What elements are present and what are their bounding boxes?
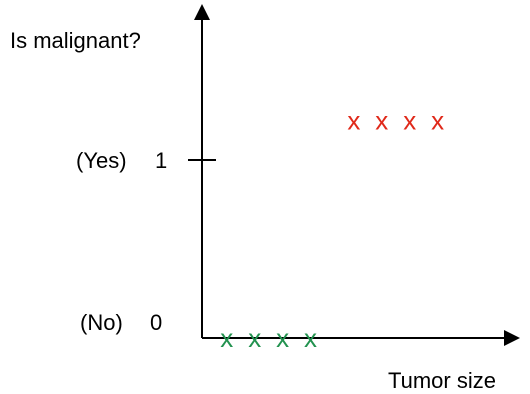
y-tick-label-0: 0	[150, 310, 162, 335]
y-axis-label: Is malignant?	[10, 28, 141, 53]
data-point-x-marker: x	[276, 323, 289, 353]
data-point-x-marker: x	[304, 323, 317, 353]
data-point-x-marker: x	[347, 106, 360, 136]
y-tick-label-1: 1	[155, 148, 167, 173]
x-axis-label: Tumor size	[388, 368, 496, 393]
data-point-x-marker: x	[403, 106, 416, 136]
data-points: x x x xx x x x	[220, 106, 444, 353]
data-point-x-marker: x	[248, 323, 261, 353]
data-point-x-marker: x	[220, 323, 233, 353]
y-tick-category-yes: (Yes)	[76, 148, 127, 173]
data-point-x-marker: x	[431, 106, 444, 136]
data-point-x-marker: x	[375, 106, 388, 136]
y-tick-category-no: (No)	[80, 310, 123, 335]
